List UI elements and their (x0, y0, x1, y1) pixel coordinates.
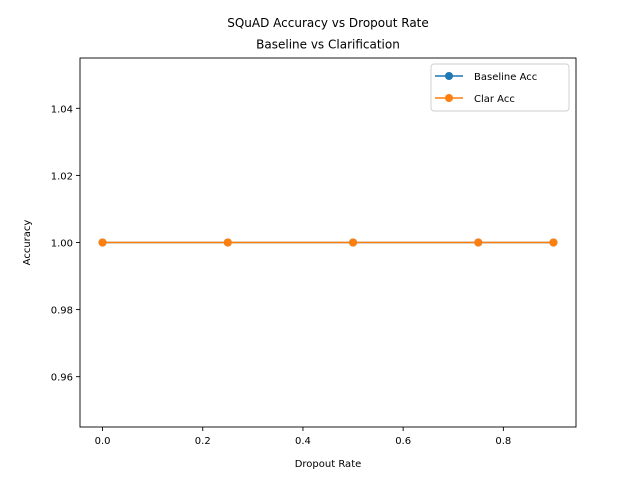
x-axis-label: Dropout Rate (295, 459, 362, 470)
chart-subtitle: Baseline vs Clarification (256, 38, 400, 52)
plot-area (79, 57, 577, 428)
y-axis: 0.96 0.98 1.00 1.02 1.04 (51, 104, 80, 384)
legend-label-clar-acc: Clar Acc (474, 94, 515, 105)
x-tick-label: 0.4 (295, 436, 311, 447)
x-tick-label: 0.6 (395, 436, 411, 447)
legend: Baseline Acc Clar Acc (430, 63, 570, 112)
data-point-clar-acc (98, 238, 107, 247)
legend-marker-baseline-acc (445, 72, 453, 80)
y-tick-label: 1.02 (51, 171, 73, 182)
x-tick-label: 0.2 (195, 436, 211, 447)
data-point-clar-acc (549, 238, 558, 247)
x-axis: 0.0 0.2 0.4 0.6 0.8 (95, 427, 511, 447)
y-axis-label: Accuracy (22, 220, 33, 266)
y-tick-label: 1.00 (51, 239, 73, 250)
y-tick-label: 0.96 (51, 373, 73, 384)
chart-title: SQuAD Accuracy vs Dropout Rate (227, 16, 429, 30)
x-tick-label: 0.0 (95, 436, 111, 447)
y-tick-label: 1.04 (51, 104, 73, 115)
series-layer (98, 238, 558, 247)
legend-marker-clar-acc (445, 94, 453, 102)
legend-label-baseline-acc: Baseline Acc (474, 72, 537, 83)
legend-box (430, 63, 570, 112)
x-tick-label: 0.8 (495, 436, 511, 447)
y-tick-label: 0.98 (51, 306, 73, 317)
data-point-clar-acc (349, 238, 358, 247)
data-point-clar-acc (223, 238, 232, 247)
data-point-clar-acc (474, 238, 483, 247)
